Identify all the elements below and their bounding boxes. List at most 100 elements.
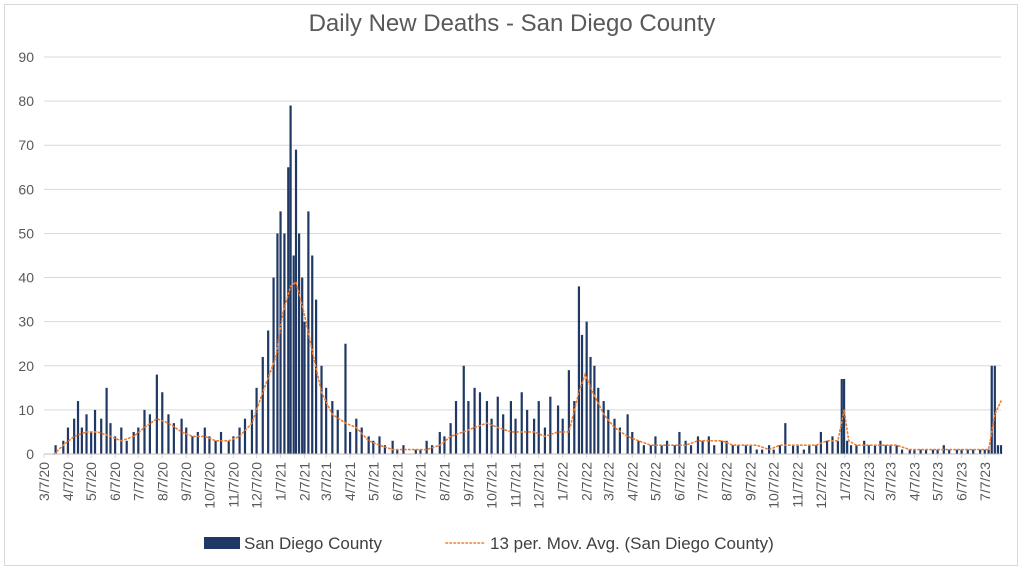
bar	[796, 445, 799, 454]
x-tick-label: 4/7/23	[906, 462, 922, 501]
bar	[895, 445, 898, 454]
bar	[320, 365, 323, 454]
bar	[731, 445, 734, 454]
bar	[831, 436, 834, 454]
x-tick-label: 11/7/22	[790, 462, 806, 508]
bar	[485, 401, 489, 454]
bar	[755, 449, 758, 454]
bar	[449, 423, 452, 454]
legend-label-bars: San Diego County	[244, 534, 382, 553]
bar	[125, 440, 128, 454]
bar	[602, 401, 605, 454]
x-tick-label: 6/7/22	[671, 462, 687, 501]
bar	[243, 418, 247, 454]
x-tick-label: 8/7/21	[436, 462, 452, 501]
bar	[642, 445, 645, 454]
bar	[383, 445, 387, 454]
bar	[283, 233, 286, 454]
bar	[430, 445, 434, 454]
bar	[879, 440, 882, 454]
bar	[626, 414, 629, 454]
x-tick-label: 12/7/21	[531, 462, 547, 509]
x-tick-label: 4/7/20	[60, 462, 76, 501]
bar	[514, 418, 517, 454]
x-tick-label: 2/7/22	[579, 462, 595, 501]
bar	[315, 299, 318, 454]
bar	[303, 321, 306, 454]
x-tick-label: 11/7/20	[225, 462, 241, 508]
bar	[684, 440, 687, 454]
bar	[593, 365, 596, 454]
bar	[999, 445, 1003, 454]
bar	[292, 255, 295, 454]
bar	[701, 440, 704, 454]
y-tick-label: 60	[18, 181, 34, 197]
bar	[863, 440, 866, 454]
bar	[105, 387, 108, 454]
bar	[873, 445, 877, 454]
bar	[473, 387, 476, 454]
bar	[402, 445, 405, 454]
bar	[924, 449, 928, 454]
x-tick-label: 9/7/22	[743, 462, 759, 501]
bar	[336, 409, 339, 454]
y-tick-label: 80	[18, 93, 34, 109]
x-tick-label: 6/7/20	[107, 462, 123, 501]
bar	[438, 431, 441, 454]
bar	[855, 445, 858, 454]
bar	[143, 409, 146, 454]
bar	[913, 449, 916, 454]
x-tick-label: 6/7/21	[389, 462, 405, 501]
bar	[66, 427, 70, 454]
bar	[983, 449, 986, 454]
bar	[227, 440, 230, 454]
x-tick-label: 12/7/20	[249, 462, 265, 509]
bar	[414, 449, 417, 454]
x-tick-label: 11/7/21	[508, 462, 524, 508]
bar	[589, 356, 592, 454]
bar	[889, 445, 892, 454]
bar	[526, 409, 529, 454]
bar	[567, 370, 570, 454]
bar	[936, 449, 939, 454]
bar	[467, 401, 470, 454]
bar	[509, 401, 513, 454]
x-tick-label: 7/7/22	[695, 462, 711, 501]
bar	[725, 440, 728, 454]
bar	[948, 449, 951, 454]
y-tick-label: 70	[18, 137, 34, 153]
bar	[132, 431, 135, 454]
bar	[372, 440, 375, 454]
series-line-moving-average	[53, 280, 1002, 455]
bar	[649, 445, 652, 454]
bar	[772, 449, 775, 454]
bar	[637, 440, 640, 454]
bar	[972, 449, 975, 454]
bar	[543, 427, 547, 454]
bar	[573, 401, 576, 454]
bar	[842, 379, 846, 454]
bar	[219, 431, 223, 454]
bar	[673, 445, 676, 454]
bar	[549, 396, 552, 454]
bar	[987, 449, 990, 454]
bar	[287, 167, 290, 454]
x-tick-label: 9/7/20	[178, 462, 194, 501]
bar	[996, 445, 1000, 454]
bar	[696, 436, 700, 454]
x-tick-label: 5/7/21	[365, 462, 381, 501]
bar	[631, 431, 634, 454]
bar	[90, 431, 93, 454]
bar	[250, 409, 254, 454]
bar	[161, 392, 164, 454]
x-tick-label: 7/7/23	[977, 462, 993, 501]
bar	[85, 414, 88, 454]
x-tick-label: 1/7/23	[837, 462, 853, 501]
bar	[301, 277, 304, 454]
y-tick-label: 10	[18, 402, 34, 418]
bar	[109, 423, 112, 454]
bar	[331, 401, 334, 454]
bar	[532, 418, 536, 454]
bar	[294, 149, 298, 454]
bar	[707, 436, 710, 454]
